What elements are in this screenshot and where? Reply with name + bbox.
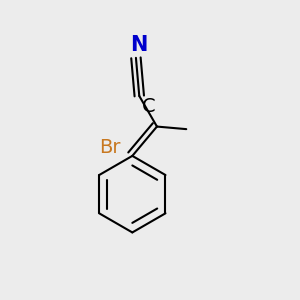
Text: N: N <box>130 35 148 55</box>
Text: Br: Br <box>99 138 121 157</box>
Text: C: C <box>142 98 156 116</box>
